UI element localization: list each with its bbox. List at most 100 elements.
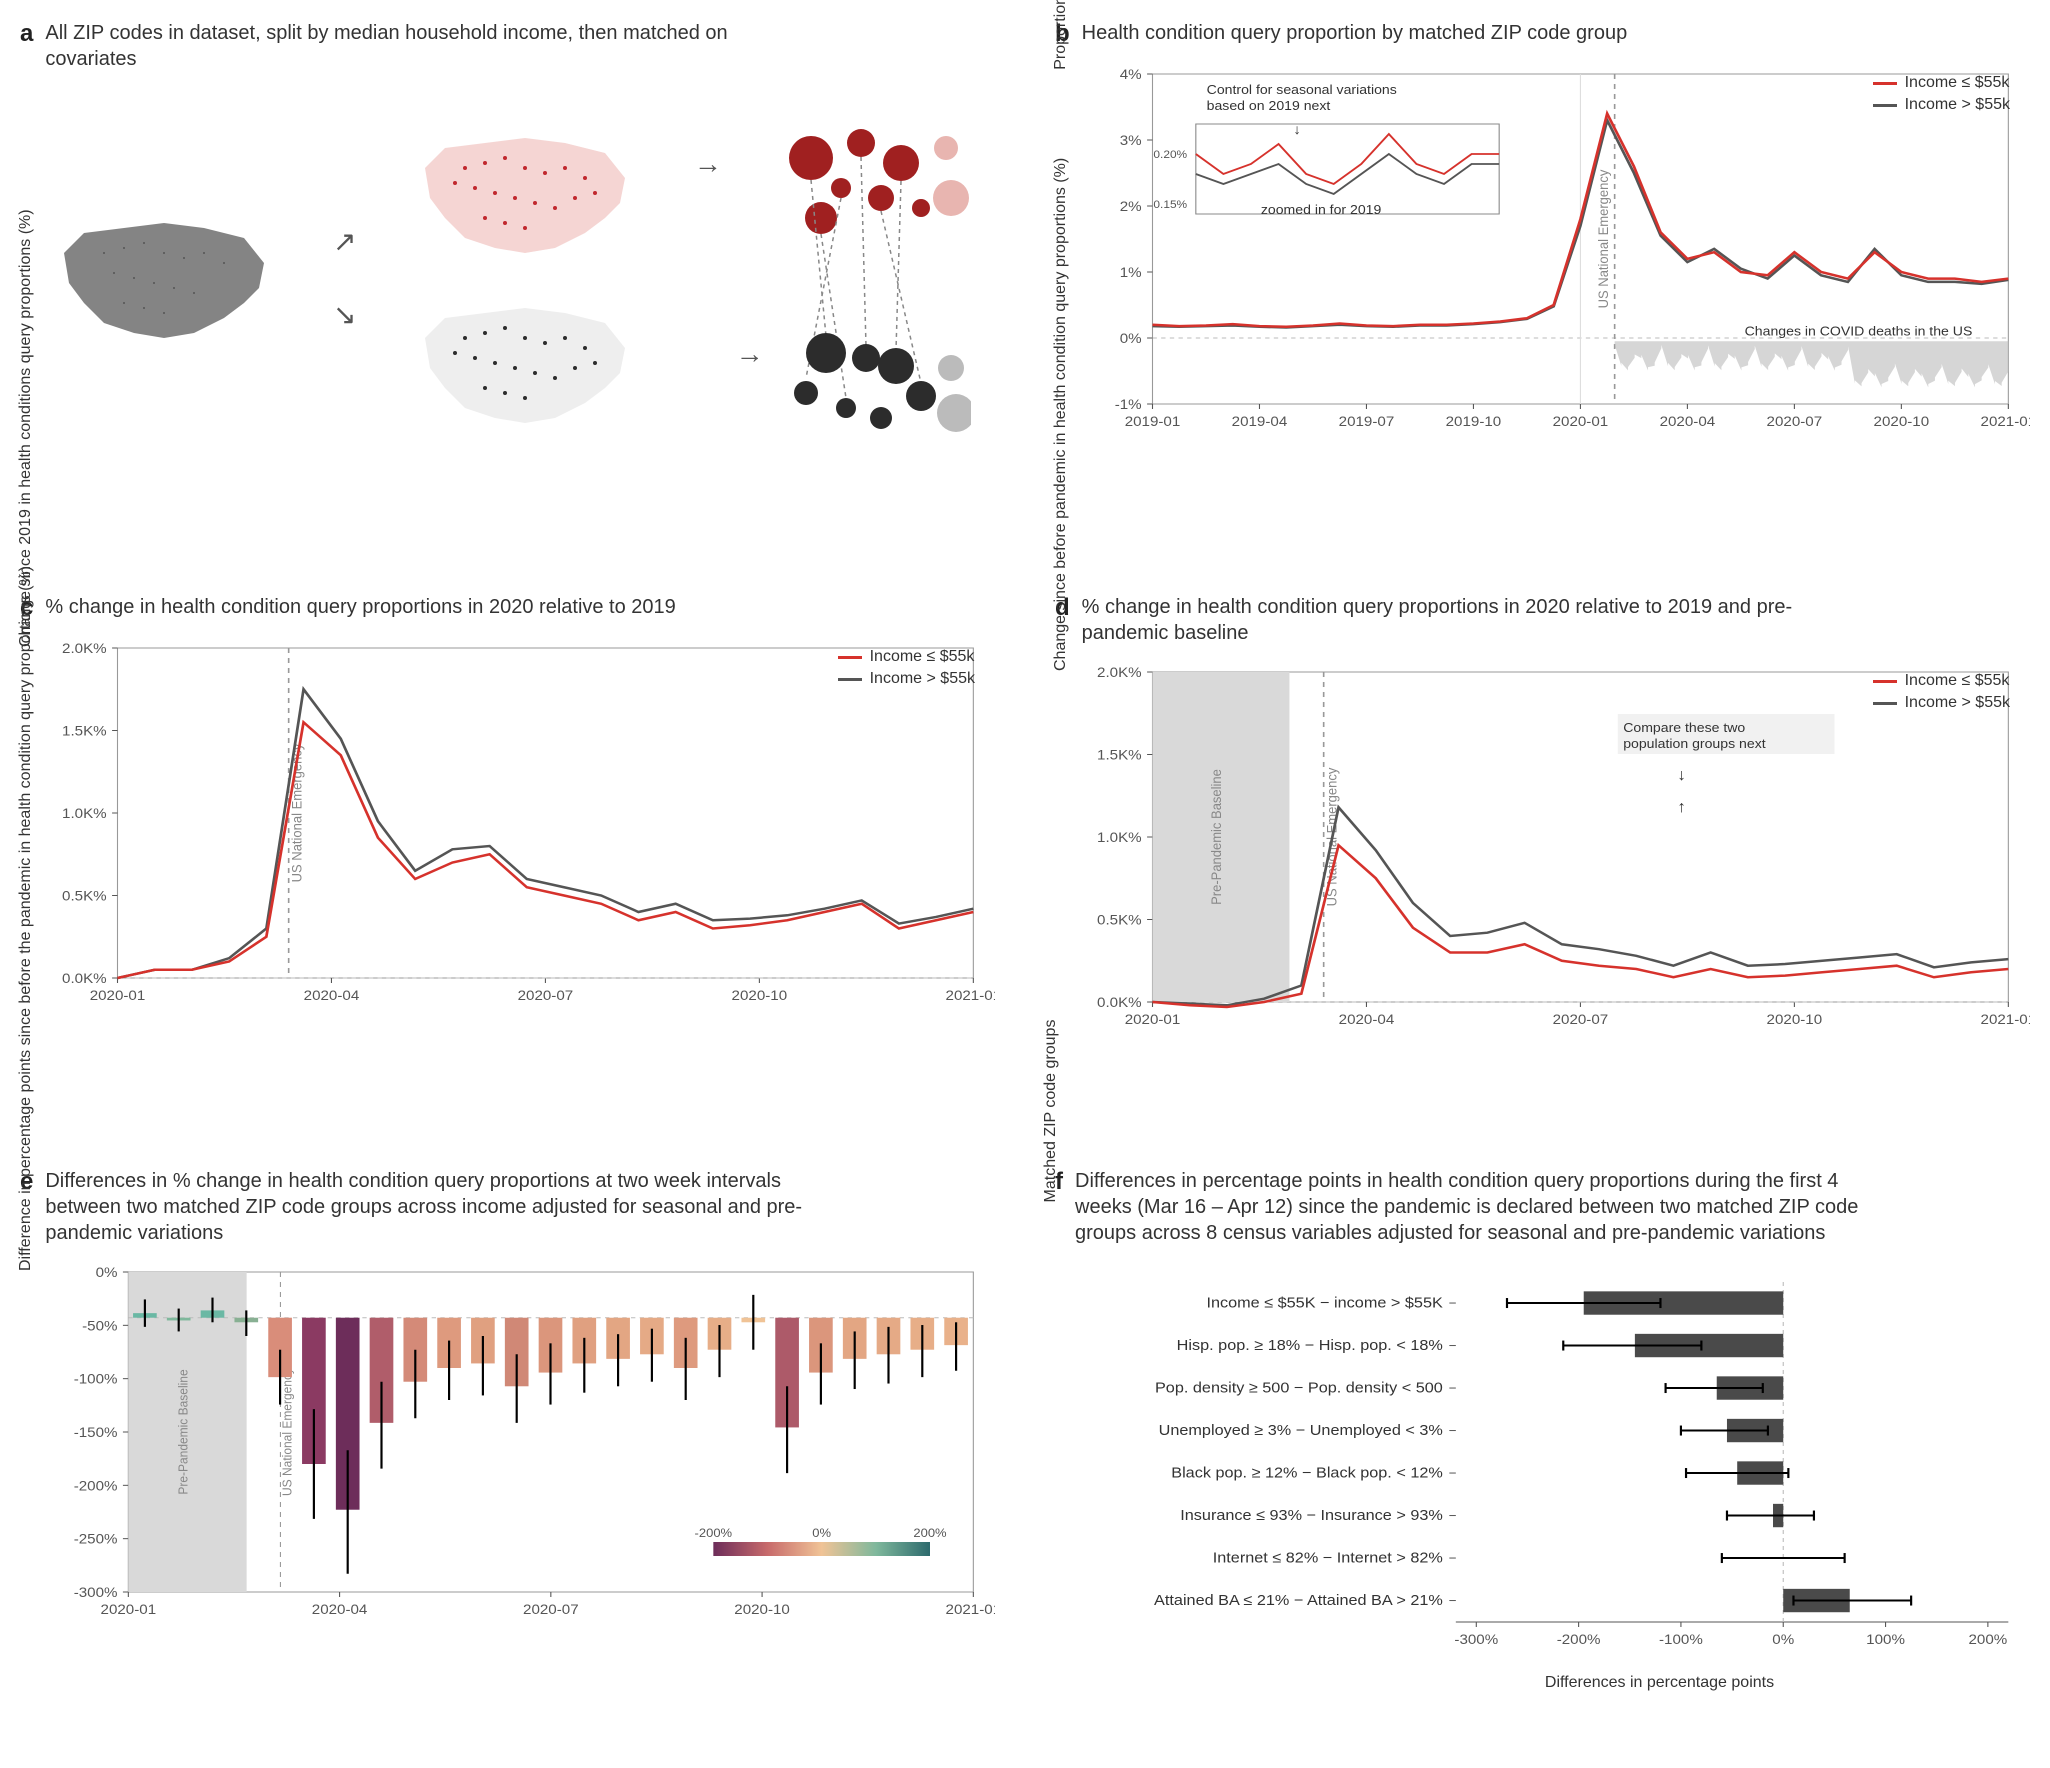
- svg-text:↓: ↓: [1293, 122, 1301, 137]
- svg-text:2020-10: 2020-10: [1874, 414, 1930, 429]
- us-map-gray: [44, 203, 284, 353]
- svg-text:2020-10: 2020-10: [732, 988, 788, 1003]
- svg-text:-300%: -300%: [1454, 1632, 1498, 1647]
- panel-c-title: % change in health condition query propo…: [45, 594, 675, 620]
- panel-a: a All ZIP codes in dataset, split by med…: [20, 20, 995, 554]
- svg-text:-100%: -100%: [1659, 1632, 1703, 1647]
- svg-text:-50%: -50%: [82, 1319, 117, 1334]
- svg-text:Changes in COVID deaths in the: Changes in COVID deaths in the US: [1745, 324, 1973, 338]
- arrow-right-icon-1: →: [694, 148, 722, 180]
- svg-text:100%: 100%: [1866, 1632, 1905, 1647]
- svg-text:-1%: -1%: [1115, 397, 1142, 412]
- svg-text:Internet ≤ 82% − Internet > 82: Internet ≤ 82% − Internet > 82%: [1213, 1550, 1443, 1566]
- svg-text:2020-07: 2020-07: [518, 988, 574, 1003]
- panel-f-xlabel: Differences in percentage points: [1545, 1674, 1774, 1692]
- svg-text:0.5K%: 0.5K%: [62, 889, 107, 904]
- svg-text:1.0K%: 1.0K%: [62, 806, 107, 821]
- svg-text:Compare these two: Compare these two: [1623, 720, 1745, 734]
- svg-text:0.15%: 0.15%: [1153, 199, 1187, 211]
- svg-text:↑: ↑: [1677, 798, 1686, 816]
- svg-text:2020-04: 2020-04: [1339, 1012, 1395, 1027]
- svg-text:0.0K%: 0.0K%: [62, 971, 107, 986]
- svg-text:Control for seasonal variation: Control for seasonal variations: [1207, 82, 1397, 96]
- svg-text:Pre-Pandemic Baseline: Pre-Pandemic Baseline: [176, 1369, 191, 1494]
- panel-e-chart: -300%-250%-200%-150%-100%-50%0%2020-0120…: [20, 1262, 995, 1642]
- panel-b-legend: Income ≤ $55k Income > $55k: [1873, 74, 2010, 118]
- panel-d-title: % change in health condition query propo…: [1082, 594, 1802, 646]
- panel-f-chart: -300%-200%-100%0%100%200%Income ≤ $55K −…: [1055, 1262, 2030, 1662]
- us-map-red: [405, 118, 645, 268]
- svg-text:0.0K%: 0.0K%: [1097, 995, 1142, 1010]
- panel-c: c % change in health condition query pro…: [20, 594, 995, 1128]
- svg-text:2019-07: 2019-07: [1339, 414, 1395, 429]
- svg-text:2019-01: 2019-01: [1125, 414, 1181, 429]
- panel-f-title: Differences in percentage points in heal…: [1075, 1168, 1895, 1246]
- bubble-matching: [771, 118, 971, 438]
- svg-text:Pop. density ≥ 500 − Pop. dens: Pop. density ≥ 500 − Pop. density < 500: [1155, 1380, 1443, 1396]
- svg-text:2021-01: 2021-01: [1981, 1012, 2030, 1027]
- legend-high-d: Income > $55k: [1905, 694, 2010, 712]
- svg-text:0%: 0%: [812, 1526, 831, 1539]
- svg-text:-200%: -200%: [695, 1526, 733, 1539]
- svg-text:Pre-Pandemic Baseline: Pre-Pandemic Baseline: [1208, 769, 1224, 905]
- panel-b: b Health condition query proportion by m…: [1055, 20, 2030, 554]
- panel-a-content: ↗ ↘: [20, 88, 995, 468]
- svg-text:1%: 1%: [1120, 265, 1142, 280]
- svg-text:US National Emergency: US National Emergency: [1596, 169, 1612, 308]
- panel-a-letter: a: [20, 20, 33, 48]
- svg-text:↓: ↓: [1677, 766, 1686, 784]
- legend-high-c: Income > $55k: [870, 670, 975, 688]
- svg-text:0%: 0%: [96, 1265, 118, 1280]
- svg-text:2020-10: 2020-10: [1767, 1012, 1823, 1027]
- panel-f-ylabel: Matched ZIP code groups: [1042, 931, 1060, 1291]
- svg-text:2021-01: 2021-01: [946, 988, 995, 1003]
- svg-text:Insurance ≤ 93% − Insurance >: Insurance ≤ 93% − Insurance > 93%: [1180, 1508, 1443, 1524]
- panel-d-ylabel: Change since before pandemic in health c…: [1052, 291, 1070, 671]
- svg-text:2020-04: 2020-04: [304, 988, 360, 1003]
- us-map-black: [405, 288, 645, 438]
- panel-d-chart: 0.0K%0.5K%1.0K%1.5K%2.0K%2020-012020-042…: [1055, 662, 2030, 1042]
- panel-f: f Differences in percentage points in he…: [1055, 1168, 2030, 1748]
- legend-low: Income ≤ $55k: [1905, 74, 2010, 92]
- panel-b-ylabel: Proportion of queries related to health …: [1052, 0, 1070, 73]
- svg-text:200%: 200%: [913, 1526, 946, 1539]
- legend-high: Income > $55k: [1905, 96, 2010, 114]
- panel-e-title: Differences in % change in health condit…: [45, 1168, 825, 1246]
- legend-low-c: Income ≤ $55k: [870, 648, 975, 666]
- svg-text:2020-01: 2020-01: [1553, 414, 1609, 429]
- svg-text:200%: 200%: [1968, 1632, 2007, 1647]
- svg-text:2.0K%: 2.0K%: [62, 641, 107, 656]
- panel-a-title: All ZIP codes in dataset, split by media…: [45, 20, 765, 72]
- svg-text:US National Emergency: US National Emergency: [280, 1367, 295, 1496]
- svg-text:2020-01: 2020-01: [101, 1602, 157, 1617]
- svg-text:-200%: -200%: [1557, 1632, 1601, 1647]
- panel-c-chart: 0.0K%0.5K%1.0K%1.5K%2.0K%2020-012020-042…: [20, 638, 995, 1018]
- arrow-down-icon: ↘: [333, 298, 356, 331]
- svg-text:0.20%: 0.20%: [1153, 149, 1187, 161]
- svg-text:2021-01: 2021-01: [1981, 414, 2030, 429]
- svg-text:1.5K%: 1.5K%: [1097, 748, 1142, 763]
- svg-text:0%: 0%: [1772, 1632, 1794, 1647]
- svg-text:2%: 2%: [1120, 199, 1142, 214]
- panel-d-legend: Income ≤ $55k Income > $55k: [1873, 672, 2010, 716]
- svg-text:4%: 4%: [1120, 67, 1142, 82]
- svg-text:2020-04: 2020-04: [1660, 414, 1716, 429]
- svg-text:2.0K%: 2.0K%: [1097, 665, 1142, 680]
- svg-text:2019-04: 2019-04: [1232, 414, 1288, 429]
- panel-b-chart: -1%0%1%2%3%4%2019-012019-042019-072019-1…: [1055, 64, 2030, 444]
- svg-text:-300%: -300%: [74, 1585, 118, 1600]
- svg-text:Unemployed ≥ 3% − Unemployed <: Unemployed ≥ 3% − Unemployed < 3%: [1159, 1423, 1443, 1439]
- svg-text:2021-01: 2021-01: [946, 1602, 995, 1617]
- panel-c-legend: Income ≤ $55k Income > $55k: [838, 648, 975, 692]
- svg-text:zoomed in for 2019: zoomed in for 2019: [1261, 202, 1382, 216]
- svg-text:1.5K%: 1.5K%: [62, 724, 107, 739]
- svg-text:0%: 0%: [1120, 331, 1142, 346]
- svg-text:0.5K%: 0.5K%: [1097, 913, 1142, 928]
- svg-text:-150%: -150%: [74, 1425, 118, 1440]
- arrow-up-icon: ↗: [333, 225, 356, 258]
- svg-text:-100%: -100%: [74, 1372, 118, 1387]
- svg-text:2020-07: 2020-07: [523, 1602, 579, 1617]
- legend-low-d: Income ≤ $55k: [1905, 672, 2010, 690]
- panel-e: e Differences in % change in health cond…: [20, 1168, 995, 1748]
- svg-text:3%: 3%: [1120, 133, 1142, 148]
